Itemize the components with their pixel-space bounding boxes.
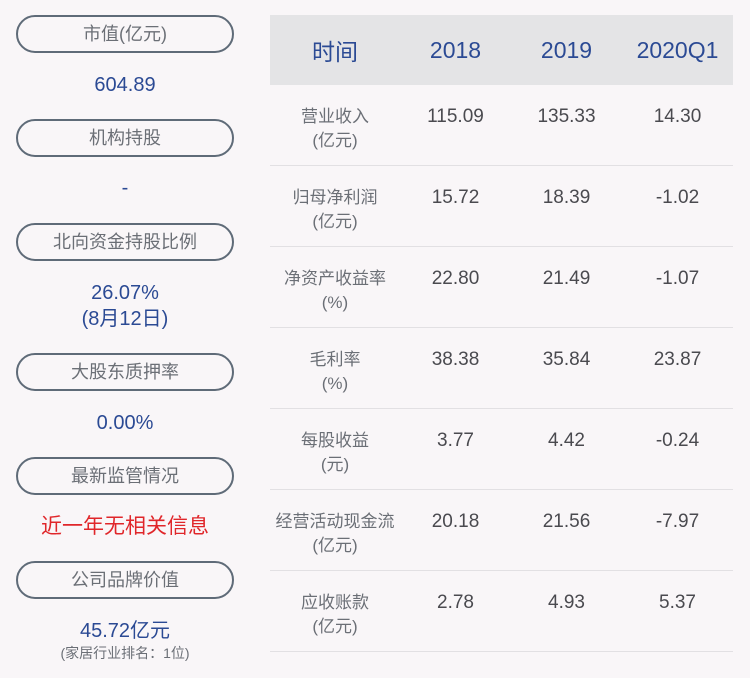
metric-unit: (%)	[321, 374, 349, 393]
metric-unit: (%)	[321, 293, 349, 312]
header-2020q1: 2020Q1	[636, 36, 719, 63]
metric-unit: (亿元)	[312, 131, 358, 150]
row-label: 净资产收益率 (%)	[270, 247, 400, 327]
metric-unit: (亿元)	[312, 212, 358, 231]
cell-2019: 21.49	[542, 268, 591, 289]
label-pledge-rate: 大股东质押率	[16, 353, 234, 391]
cell-2018: 22.80	[431, 268, 480, 289]
cell-2018: 115.09	[427, 106, 484, 127]
header-time: 时间	[312, 39, 358, 65]
metric-name: 每股收益	[301, 431, 369, 450]
brand-rank-note: (家居行业排名：1位)	[60, 645, 190, 661]
row-label: 应收账款 (亿元)	[270, 571, 400, 651]
table-row: 每股收益 (元) 3.77 4.42 -0.24	[270, 409, 733, 490]
cell-2019: 4.93	[548, 592, 585, 613]
cell-2020q1: -1.02	[655, 187, 700, 208]
table-row: 营业收入 (亿元) 115.09 135.33 14.30	[270, 85, 733, 166]
cell-2019: 18.39	[542, 187, 591, 208]
cell-2020q1: 14.30	[653, 106, 702, 127]
cell-2018: 20.18	[431, 511, 480, 532]
metric-name: 净资产收益率	[284, 269, 386, 288]
row-label: 归母净利润 (亿元)	[270, 166, 400, 246]
metric-unit: (亿元)	[312, 617, 358, 636]
cell-2018: 3.77	[437, 430, 474, 451]
value-brand-value: 45.72亿元	[79, 620, 171, 642]
row-label: 毛利率 (%)	[270, 328, 400, 408]
label-northbound-ratio: 北向资金持股比例	[16, 223, 234, 261]
label-institutional-holding: 机构持股	[16, 119, 234, 157]
table-row: 毛利率 (%) 38.38 35.84 23.87	[270, 328, 733, 409]
table-header: 时间 2018 2019 2020Q1	[270, 15, 733, 85]
metric-name: 毛利率	[309, 350, 361, 369]
value-regulatory-status: 近一年无相关信息	[41, 515, 209, 538]
value-northbound-ratio: 26.07%	[91, 282, 159, 304]
value-institutional-holding: -	[121, 177, 129, 199]
cell-2019: 135.33	[537, 106, 596, 127]
value-pledge-rate: 0.00%	[96, 412, 154, 434]
cell-2020q1: 23.87	[653, 349, 702, 370]
cell-2020q1: -7.97	[655, 511, 700, 532]
row-label: 经营活动现金流 (亿元)	[270, 490, 400, 570]
metric-name: 经营活动现金流	[275, 512, 395, 531]
metric-unit: (元)	[320, 455, 350, 474]
label-regulatory-status: 最新监管情况	[16, 457, 234, 495]
table-row: 归母净利润 (亿元) 15.72 18.39 -1.02	[270, 166, 733, 247]
table-row: 应收账款 (亿元) 2.78 4.93 5.37	[270, 571, 733, 652]
cell-2019: 4.42	[548, 430, 585, 451]
header-2019: 2019	[540, 36, 593, 63]
cell-2019: 21.56	[542, 511, 591, 532]
metric-name: 营业收入	[301, 107, 369, 126]
cell-2020q1: -1.07	[655, 268, 700, 289]
header-2018: 2018	[429, 36, 482, 63]
cell-2020q1: 5.37	[659, 592, 696, 613]
cell-2018: 38.38	[431, 349, 480, 370]
cell-2020q1: -0.24	[655, 430, 700, 451]
label-market-cap: 市值(亿元)	[16, 15, 234, 53]
metric-unit: (亿元)	[312, 536, 358, 555]
metric-name: 归母净利润	[292, 188, 378, 207]
label-brand-value: 公司品牌价值	[16, 561, 234, 599]
cell-2018: 15.72	[431, 187, 480, 208]
value-market-cap: 604.89	[94, 74, 156, 96]
cell-2019: 35.84	[542, 349, 591, 370]
metric-name: 应收账款	[301, 593, 369, 612]
cell-2018: 2.78	[437, 592, 474, 613]
row-label: 每股收益 (元)	[270, 409, 400, 489]
financial-table: 时间 2018 2019 2020Q1 营业收入 (亿元) 115.09 135.…	[270, 15, 733, 652]
value-northbound-date: (8月12日)	[81, 308, 169, 330]
table-row: 经营活动现金流 (亿元) 20.18 21.56 -7.97	[270, 490, 733, 571]
row-label: 营业收入 (亿元)	[270, 85, 400, 165]
table-row: 净资产收益率 (%) 22.80 21.49 -1.07	[270, 247, 733, 328]
